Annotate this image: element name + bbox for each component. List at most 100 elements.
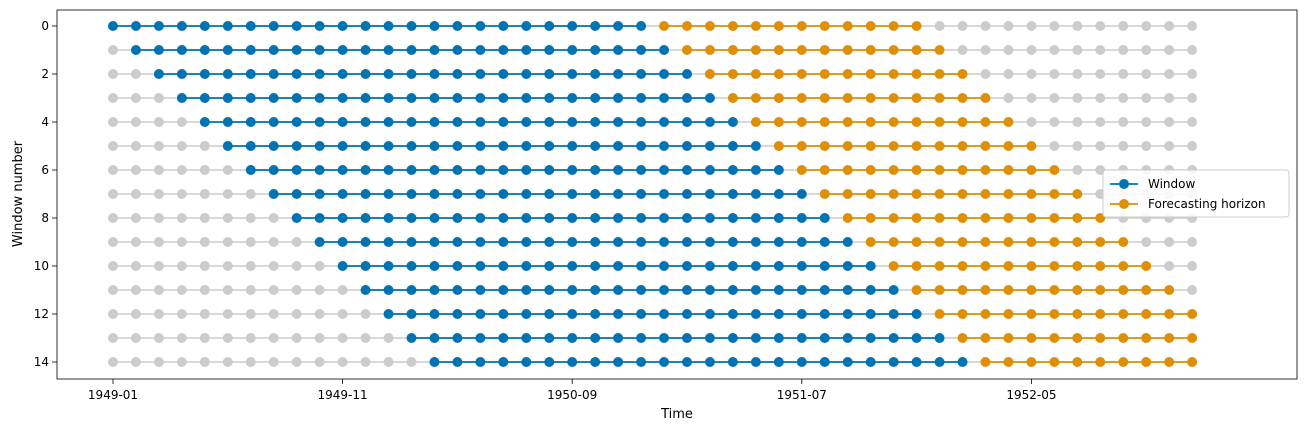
background-point <box>176 189 187 199</box>
window-point <box>222 141 233 151</box>
window-point <box>659 357 670 367</box>
window-point <box>360 261 371 271</box>
window-point <box>521 69 532 79</box>
background-point <box>934 21 945 31</box>
window-point <box>636 21 647 31</box>
background-point <box>268 309 279 319</box>
window-point <box>245 93 256 103</box>
background-point <box>199 213 210 223</box>
horizon-point <box>1118 333 1129 343</box>
background-point <box>130 357 141 367</box>
window-point <box>704 165 715 175</box>
window-point <box>773 333 784 343</box>
window-point <box>567 69 578 79</box>
window-point <box>865 285 876 295</box>
horizon-point <box>1026 141 1037 151</box>
y-tick-label: 2 <box>41 67 49 81</box>
background-point <box>1026 69 1037 79</box>
background-point <box>360 333 371 343</box>
window-point <box>383 285 394 295</box>
window-point <box>590 117 601 127</box>
window-point <box>337 21 348 31</box>
horizon-point <box>911 69 922 79</box>
window-point <box>521 117 532 127</box>
window-point <box>682 189 692 199</box>
background-point <box>1003 69 1014 79</box>
horizon-point <box>1072 285 1083 295</box>
window-point <box>888 309 899 319</box>
horizon-point <box>750 93 761 103</box>
horizon-point <box>1049 261 1060 271</box>
window-point <box>567 237 578 247</box>
horizon-point <box>934 261 945 271</box>
window-point <box>865 261 876 271</box>
horizon-point <box>980 285 991 295</box>
window-point <box>613 357 624 367</box>
window-point <box>567 189 578 199</box>
horizon-point <box>980 165 991 175</box>
horizon-point <box>819 189 830 199</box>
window-point <box>750 141 761 151</box>
window-point <box>796 333 807 343</box>
window-point <box>636 117 647 127</box>
horizon-point <box>682 21 692 31</box>
window-point <box>475 141 486 151</box>
horizon-point <box>911 141 922 151</box>
horizon-point <box>842 93 853 103</box>
window-point <box>498 45 509 55</box>
horizon-point <box>911 285 922 295</box>
window-point <box>590 285 601 295</box>
window-point <box>682 141 692 151</box>
window-point <box>521 165 532 175</box>
window-point <box>659 93 670 103</box>
window-point <box>429 117 440 127</box>
window-row <box>153 69 968 79</box>
window-point <box>475 237 486 247</box>
window-row <box>268 189 1083 199</box>
horizon-point <box>750 21 761 31</box>
horizon-point <box>888 165 899 175</box>
background-point <box>1118 117 1129 127</box>
window-point <box>429 261 440 271</box>
window-point <box>199 69 210 79</box>
window-point <box>911 309 922 319</box>
window-point <box>704 141 715 151</box>
x-tick-label: 1952-05 <box>1006 388 1056 402</box>
horizon-point <box>865 21 876 31</box>
window-point <box>567 21 578 31</box>
horizon-point <box>888 237 899 247</box>
window-point <box>429 333 440 343</box>
window-point <box>360 237 371 247</box>
background-point <box>108 45 118 55</box>
horizon-point <box>957 165 968 175</box>
window-point <box>659 165 670 175</box>
horizon-point <box>1026 261 1037 271</box>
window-point <box>429 69 440 79</box>
window-point <box>429 45 440 55</box>
background-point <box>1026 45 1037 55</box>
background-point <box>108 285 118 295</box>
window-point <box>750 237 761 247</box>
window-point <box>268 93 279 103</box>
background-point <box>245 285 256 295</box>
window-point <box>498 213 509 223</box>
window-point <box>245 117 256 127</box>
background-point <box>1072 165 1083 175</box>
window-point <box>659 69 670 79</box>
horizon-point <box>934 117 945 127</box>
window-point <box>475 261 486 271</box>
background-point <box>222 165 233 175</box>
horizon-point <box>1095 333 1106 343</box>
window-point <box>750 213 761 223</box>
background-point <box>980 21 991 31</box>
window-point <box>544 333 555 343</box>
horizon-point <box>1026 333 1037 343</box>
horizon-point <box>957 285 968 295</box>
window-point <box>521 333 532 343</box>
horizon-point <box>957 69 968 79</box>
horizon-point <box>819 21 830 31</box>
horizon-point <box>911 237 922 247</box>
horizon-point <box>819 45 830 55</box>
background-point <box>245 357 256 367</box>
background-point <box>1141 45 1152 55</box>
